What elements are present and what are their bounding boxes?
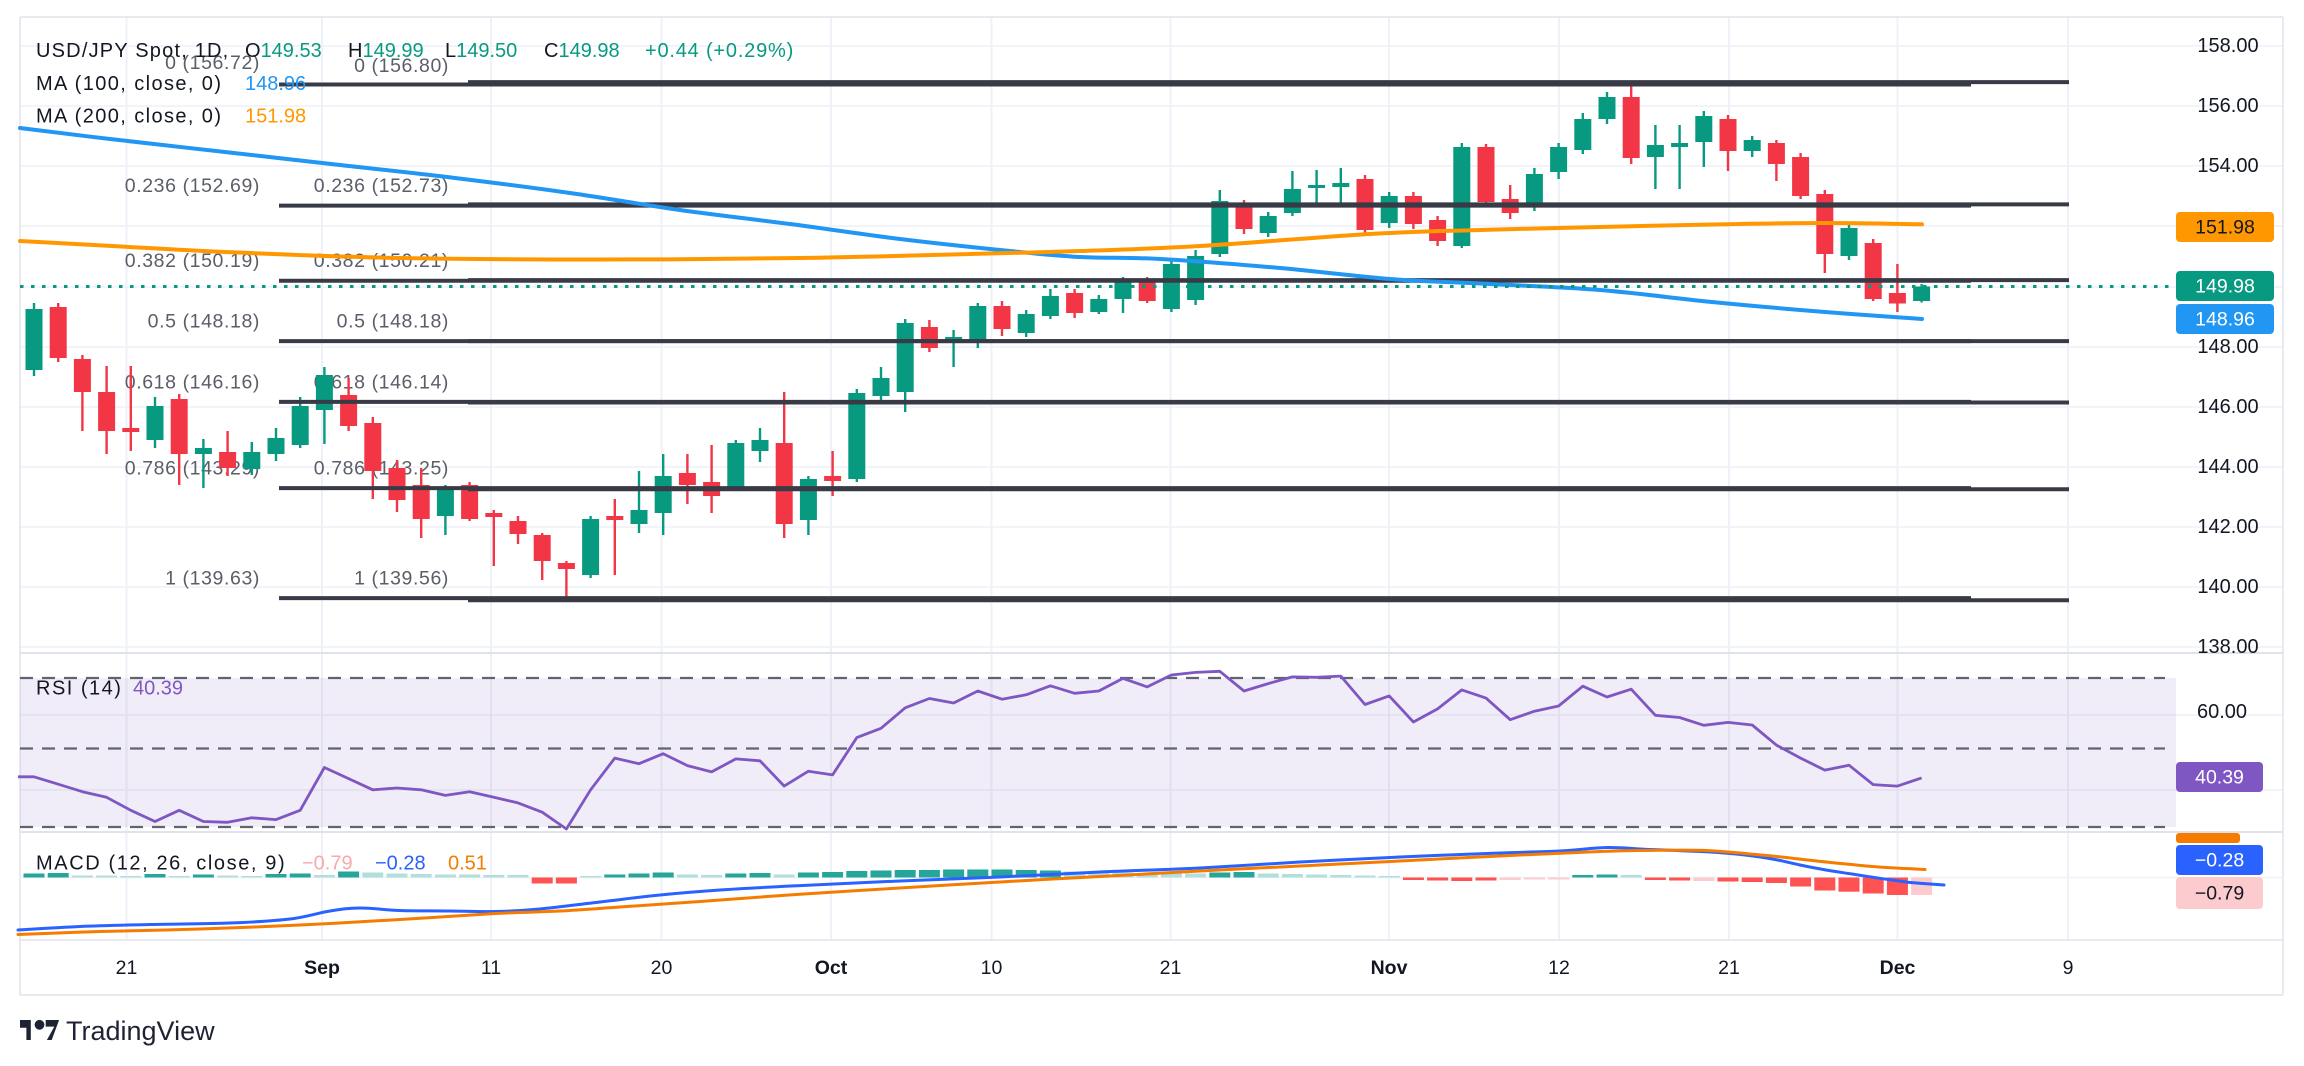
svg-text:Nov: Nov	[1371, 957, 1408, 979]
svg-text:0.618 (146.16): 0.618 (146.16)	[125, 372, 260, 394]
svg-text:1 (139.63): 1 (139.63)	[165, 568, 260, 590]
svg-text:10: 10	[981, 957, 1003, 979]
svg-text:146.00: 146.00	[2197, 396, 2258, 418]
svg-text:Sep: Sep	[304, 957, 340, 979]
svg-text:Oct: Oct	[815, 957, 848, 979]
svg-text:20: 20	[651, 957, 673, 979]
svg-text:21: 21	[1160, 957, 1182, 979]
svg-text:MA (200, close, 0)151.98: MA (200, close, 0) 151.98	[36, 106, 306, 128]
svg-text:0.236 (152.73): 0.236 (152.73)	[314, 175, 449, 197]
svg-text:154.00: 154.00	[2197, 155, 2258, 177]
svg-text:−0.79: −0.79	[2195, 883, 2244, 905]
svg-text:0 (156.80): 0 (156.80)	[354, 55, 449, 77]
svg-text:0.786 (143.25): 0.786 (143.25)	[314, 458, 449, 480]
svg-text:140.00: 140.00	[2197, 576, 2258, 598]
svg-text:40.39: 40.39	[2195, 767, 2244, 789]
svg-text:9: 9	[2063, 957, 2074, 979]
svg-text:0.382 (150.19): 0.382 (150.19)	[125, 250, 260, 272]
svg-text:144.00: 144.00	[2197, 456, 2258, 478]
svg-text:0.5 (148.18): 0.5 (148.18)	[337, 311, 449, 333]
svg-text:0 (156.72): 0 (156.72)	[165, 52, 260, 74]
svg-text:151.98: 151.98	[2195, 217, 2255, 239]
svg-text:MACD (12, 26, close, 9)−0.79−0: MACD (12, 26, close, 9) −0.79 −0.28 0.51	[36, 853, 487, 875]
svg-text:RSI (14)40.39: RSI (14) 40.39	[36, 678, 183, 700]
svg-text:149.98: 149.98	[2195, 276, 2255, 298]
svg-text:60.00: 60.00	[2197, 701, 2247, 723]
svg-text:0.382 (150.21): 0.382 (150.21)	[314, 250, 449, 272]
svg-text:0.5 (148.18): 0.5 (148.18)	[148, 311, 260, 333]
svg-text:138.00: 138.00	[2197, 636, 2258, 658]
svg-text:−0.28: −0.28	[2195, 850, 2244, 872]
svg-text:0.786 (143.29): 0.786 (143.29)	[125, 458, 260, 480]
svg-text:0.618 (146.14): 0.618 (146.14)	[314, 372, 449, 394]
svg-text:21: 21	[116, 957, 138, 979]
svg-text:Dec: Dec	[1880, 957, 1916, 979]
svg-text:0.236 (152.69): 0.236 (152.69)	[125, 175, 260, 197]
svg-text:MA (100, close, 0)148.96: MA (100, close, 0) 148.96	[36, 73, 306, 95]
svg-text:142.00: 142.00	[2197, 516, 2258, 538]
svg-text:148.96: 148.96	[2195, 309, 2255, 331]
svg-text:TradingView: TradingView	[66, 1016, 215, 1046]
svg-text:21: 21	[1718, 957, 1740, 979]
svg-text:11: 11	[481, 957, 501, 979]
svg-text:12: 12	[1548, 957, 1570, 979]
svg-text:156.00: 156.00	[2197, 95, 2258, 117]
svg-text:148.00: 148.00	[2197, 336, 2258, 358]
svg-text:158.00: 158.00	[2197, 35, 2258, 57]
svg-text:1 (139.56): 1 (139.56)	[354, 568, 449, 590]
